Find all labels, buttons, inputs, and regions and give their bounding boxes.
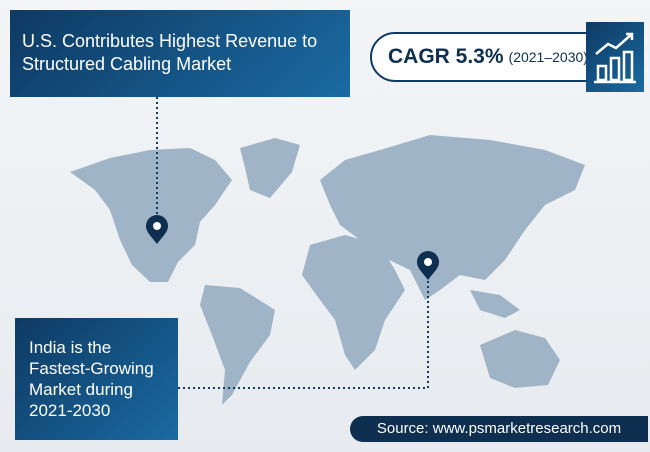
south-america — [200, 285, 275, 405]
southeast-asia — [470, 290, 520, 318]
callout-text: Market during — [29, 380, 133, 399]
continents — [70, 135, 585, 405]
callout-text: India is the — [29, 338, 112, 357]
callout-text: Structured Cabling Market — [22, 54, 232, 74]
india-callout: India is the Fastest-Growing Market duri… — [15, 318, 178, 440]
growth-icon-graphic — [594, 32, 636, 84]
europe-asia — [320, 135, 585, 300]
callout-text: U.S. Contributes Highest Revenue to — [22, 31, 318, 51]
us-pin — [146, 215, 168, 244]
north-america — [70, 148, 232, 282]
callout-text: 2021-2030 — [29, 401, 111, 420]
india-pin — [417, 251, 439, 280]
africa — [302, 235, 405, 370]
cagr-pill: CAGR 5.3% (2021–2030) — [370, 32, 592, 82]
cagr-period: (2021–2030) — [508, 49, 588, 65]
callout-text: Fastest-Growing — [29, 359, 154, 378]
cagr-label: CAGR 5.3% — [388, 45, 504, 68]
greenland — [240, 138, 300, 198]
india-connector — [178, 278, 429, 389]
us-callout: U.S. Contributes Highest Revenue to Stru… — [10, 10, 350, 97]
australia — [480, 330, 560, 388]
growth-icon — [586, 22, 644, 92]
source-text: Source: www.psmarketresearch.com — [376, 420, 622, 437]
source-bar: Source: www.psmarketresearch.com — [350, 416, 648, 442]
